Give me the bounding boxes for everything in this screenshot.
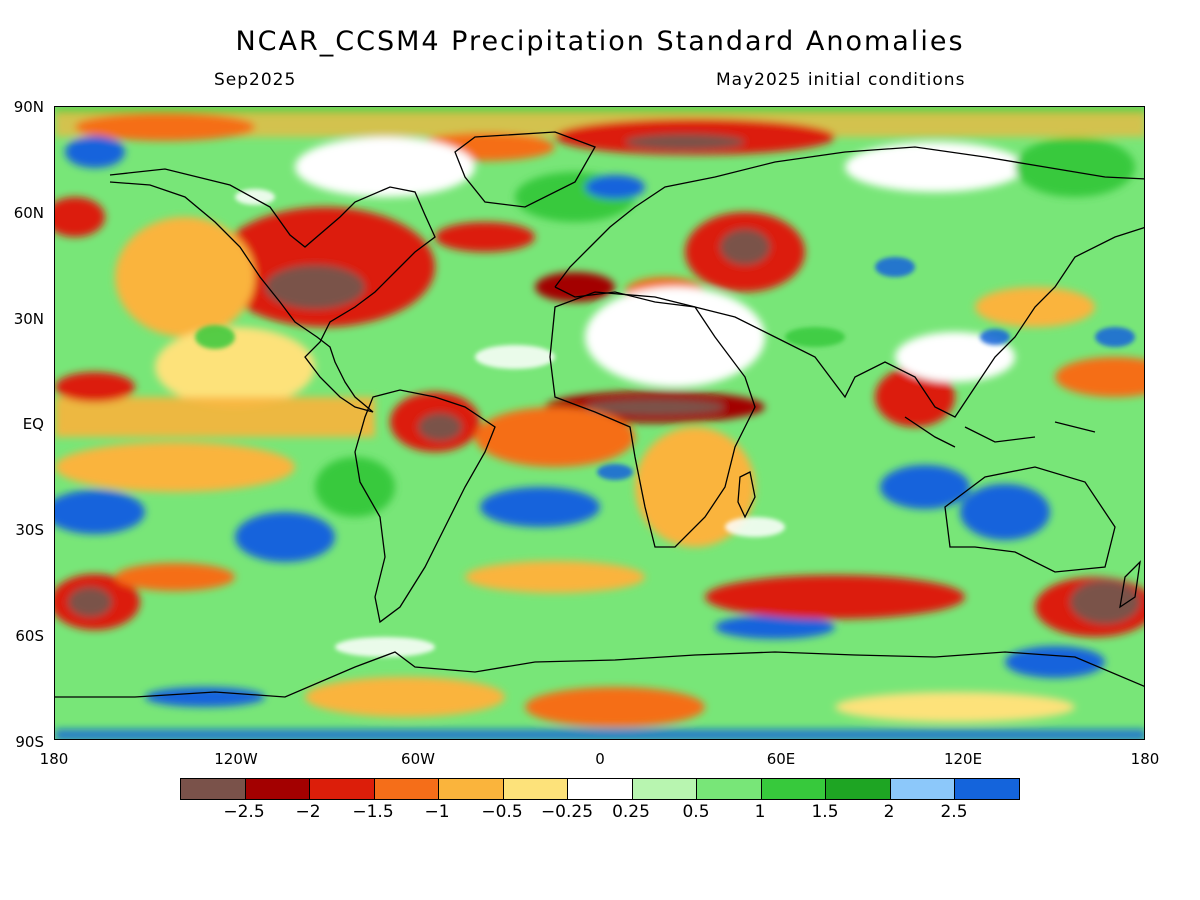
colorbar-swatch [697,779,762,799]
colorbar-label: −1 [424,802,450,822]
lon-tick-60e: 60E [766,750,796,768]
colorbar [180,778,1020,800]
colorbar-swatch [181,779,246,799]
lon-tick-180e: 180 [1130,750,1160,768]
colorbar-swatch [568,779,633,799]
lat-tick-60n: 60N [13,204,44,222]
colorbar-label: −0.5 [481,802,523,822]
lon-tick-180w: 180 [39,750,69,768]
colorbar-swatch [374,779,440,799]
colorbar-label: −2.5 [223,802,265,822]
colorbar-swatch [503,779,569,799]
lon-tick-60w: 60W [401,750,435,768]
lat-tick-90s: 90S [15,733,44,751]
colorbar-swatch [761,779,827,799]
colorbar-label: 2.5 [940,802,968,822]
anomaly-map [54,106,1145,740]
lat-tick-90n: 90N [13,98,44,116]
lat-tick-30s: 30S [15,521,44,539]
colorbar-swatch [632,779,698,799]
fine-texture [195,189,1135,657]
colorbar-label: 0.5 [682,802,710,822]
colorbar-swatch [955,779,1019,799]
valid-period-label: Sep2025 [214,70,297,90]
anomaly-field [55,107,1144,739]
colorbar-swatch [310,779,375,799]
lat-tick-30n: 30N [13,310,44,328]
colorbar-label: 1.5 [811,802,839,822]
colorbar-label: −0.25 [540,802,594,822]
lat-tick-eq: EQ [22,415,44,433]
colorbar-swatch [245,779,311,799]
colorbar-swatch [890,779,956,799]
coastlines [55,131,1144,698]
colorbar-label: 2 [883,802,895,822]
colorbar-label: −1.5 [352,802,394,822]
colorbar-label: 1 [754,802,766,822]
colorbar-swatch [826,779,891,799]
lat-tick-60s: 60S [15,627,44,645]
colorbar-swatch [439,779,504,799]
lon-tick-0: 0 [595,750,605,768]
colorbar-label: 0.25 [612,802,650,822]
lon-tick-120w: 120W [214,750,258,768]
initial-conditions-label: May2025 initial conditions [716,70,966,90]
colorbar-label: −2 [295,802,321,822]
lon-tick-120e: 120E [943,750,983,768]
map-title: NCAR_CCSM4 Precipitation Standard Anomal… [235,26,965,57]
